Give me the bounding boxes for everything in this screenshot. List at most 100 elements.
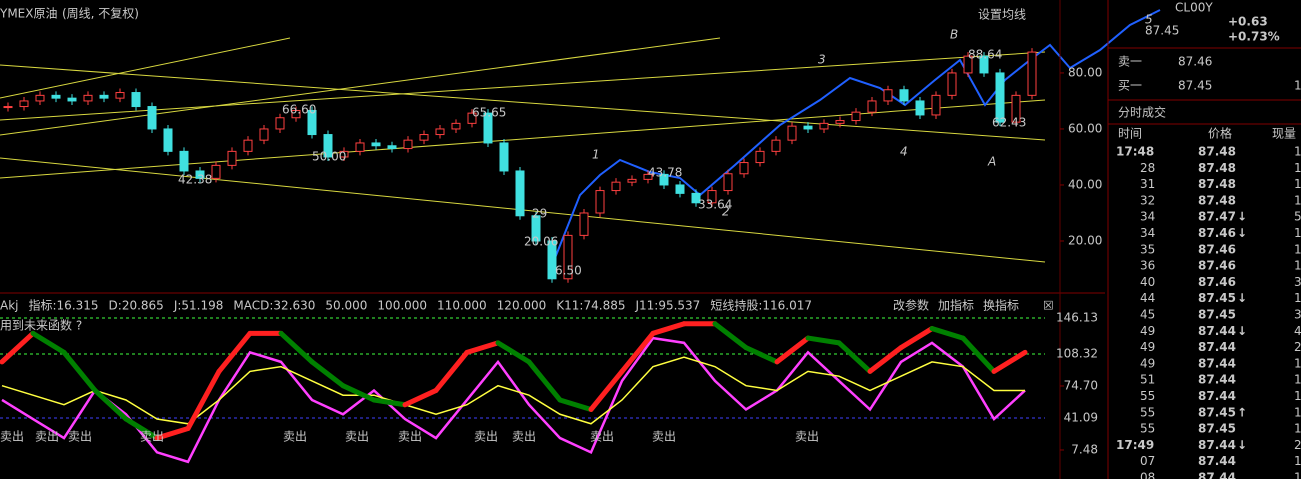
candle [915,100,925,116]
price-annotation: 42.38 [178,173,212,187]
trade-volume: 1 [1294,422,1301,436]
trade-price: 87.48 [1198,161,1236,175]
candle [35,94,45,102]
holding-line [371,397,408,408]
candle [531,215,541,242]
candle [675,184,685,194]
candle [899,89,909,102]
trade-time: 40 [1140,275,1155,289]
indicator-note: 用到未来函数 ? [0,318,82,333]
candle [931,94,941,116]
trade-volume: 1 [1294,373,1301,387]
sell-label: 卖出 [283,430,307,444]
handwritten-label: 3 [818,53,826,67]
indicator-button[interactable]: 改参数 [893,298,929,313]
indicator-button[interactable]: 加指标 [938,298,974,313]
trade-direction: ↑ [1237,405,1247,419]
holding-line [495,340,532,365]
holding-line [61,349,98,393]
candle [739,162,749,175]
handwritten-label: 1 [592,148,600,162]
candle [499,142,509,172]
price-annotation: 20.06 [524,235,558,249]
period: (周线, 不复权) [62,7,139,21]
trade-time: 07 [1140,454,1155,468]
candle [643,173,653,180]
trade-time: 49 [1140,340,1155,354]
holding-line [340,383,377,403]
candle [147,106,157,130]
indicator-value: Akj [0,299,19,313]
symbol: CL00Y [1175,1,1213,15]
trade-price: 87.46 [1198,275,1236,289]
candle [163,128,173,152]
trade-volume: 1 [1294,259,1301,273]
trade-price: 87.44 [1198,373,1236,387]
handwritten-label: 2 [722,205,730,219]
holding-line [774,335,811,365]
candle [227,150,237,166]
trade-volume: 1 [1294,177,1301,191]
quote-panel: CL00Y 87.45 +0.63+0.73% 卖一 87.46 买一 87.45 1 分时成交… [1108,1,1301,479]
holding-line [867,345,904,374]
holding-line [898,326,935,351]
trade-volume: 1 [1294,405,1301,419]
candle [563,234,573,280]
trade-volume: 3 [1294,308,1301,322]
trade-direction: ↓ [1237,226,1247,240]
candle [611,181,621,192]
price-annotation: 66.60 [282,103,316,117]
candle [403,139,413,150]
holding-line [216,330,253,374]
close-box[interactable]: ☒ [1043,299,1054,313]
sell-label: 卖出 [474,430,498,444]
trade-volume: 1 [1294,161,1301,175]
indicator-value: K11:74.885 [556,299,625,313]
trade-time: 17:48 [1116,145,1154,159]
column-header: 价格 [1208,126,1232,141]
trade-price: 87.48 [1198,177,1236,191]
trade-volume: 3 [1294,275,1301,289]
candle [483,112,493,144]
candle [787,125,797,141]
last-price: 87.45 [1145,24,1179,38]
indicator-value: 110.000 [437,299,487,313]
holding-line [929,326,966,341]
holding-line [960,335,997,374]
y-tick-label: 40.00 [1068,177,1102,191]
ma-button[interactable]: 设置均线 [978,8,1026,22]
holding-line [278,330,315,365]
indicator-button[interactable]: 换指标 [983,298,1019,313]
trade-volume: 1 [1294,389,1301,403]
holding-line [712,321,749,351]
trade-price: 87.44 [1198,454,1236,468]
trade-time: 17:49 [1116,438,1154,452]
trade-direction: ↓ [1237,291,1247,305]
trade-volume: 1 [1294,226,1301,240]
candle [355,142,365,152]
candle [115,92,125,99]
indicator-value: J11:95.537 [634,299,700,313]
change: +0.63 [1228,15,1268,29]
candle [195,170,205,179]
handwritten-label: B [950,28,958,42]
candle [3,106,13,109]
candle [67,97,77,102]
bid-volume: 1 [1294,79,1301,93]
trade-price: 87.44 [1198,389,1236,403]
holding-line [464,340,501,355]
trade-price: 87.44 [1198,356,1236,370]
y-tick-label: 146.13 [1056,310,1098,324]
holding-line [0,330,36,365]
trade-time: 55 [1140,422,1155,436]
trade-time: 34 [1140,226,1155,240]
candle [771,139,781,152]
candle [275,117,285,130]
trade-price: 87.45 [1198,291,1236,305]
candle [323,134,333,158]
trade-time: 51 [1140,373,1155,387]
sell-label: 卖出 [398,430,422,444]
trade-time: 55 [1140,405,1155,419]
indicator-value: MACD:32.630 [233,299,315,313]
